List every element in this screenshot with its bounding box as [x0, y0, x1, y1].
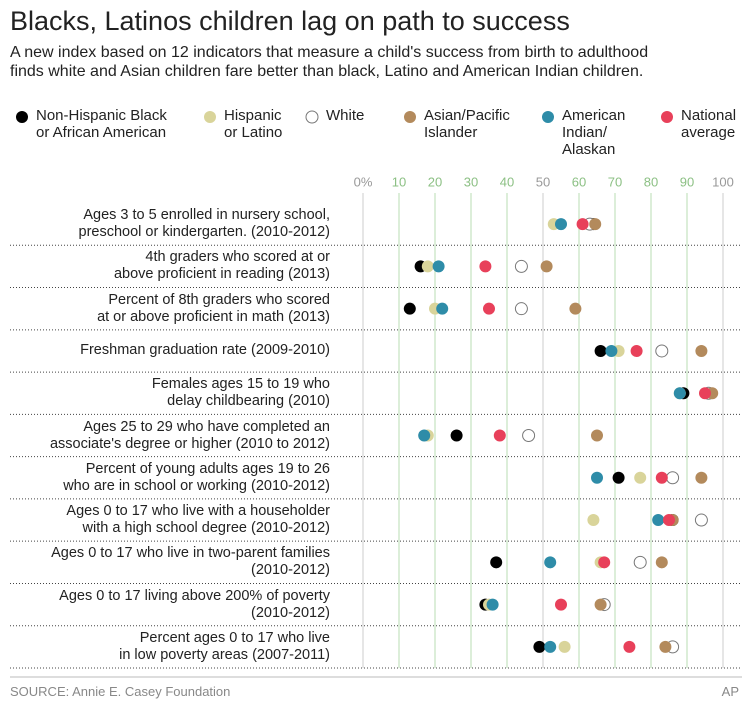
- x-tick-label: 0%: [354, 174, 373, 189]
- dot: [633, 555, 647, 569]
- dot: [418, 429, 431, 442]
- dot: [514, 302, 528, 316]
- x-tick-label: 70: [608, 174, 622, 189]
- dot: [655, 471, 668, 484]
- x-tick-label: 50: [536, 174, 550, 189]
- dot: [623, 640, 636, 653]
- dot: [587, 514, 600, 527]
- category-label: Females ages 15 to 19 who delay childbea…: [151, 376, 330, 410]
- dot: [403, 302, 416, 315]
- dot: [514, 259, 528, 273]
- dot: [522, 429, 536, 442]
- legend-marker: [404, 111, 416, 123]
- dot: [558, 640, 571, 653]
- dot: [591, 429, 603, 442]
- dot: [540, 260, 553, 273]
- dot: [630, 344, 643, 357]
- dot: [695, 344, 708, 357]
- dot: [544, 640, 557, 653]
- dot: [594, 344, 607, 357]
- x-tick-label: 10: [392, 174, 406, 189]
- dot: [450, 429, 463, 442]
- dot: [655, 556, 668, 569]
- x-tick-label: 100: [712, 174, 734, 189]
- legend-label: Non-Hispanic Black or African American: [36, 107, 167, 141]
- category-label: Percent ages 0 to 17 who live in low pov…: [119, 629, 330, 663]
- dot: [591, 471, 603, 484]
- dot: [421, 260, 434, 273]
- category-label: Ages 3 to 5 enrolled in nursery school, …: [78, 207, 330, 241]
- dot: [569, 302, 582, 315]
- legend-marker: [305, 110, 319, 124]
- dot: [479, 260, 492, 273]
- legend-label: Hispanic or Latino: [224, 107, 283, 141]
- dot: [663, 514, 675, 527]
- dot: [589, 218, 602, 231]
- dot: [594, 598, 607, 611]
- category-label: Ages 0 to 17 who live in two-parent fami…: [51, 545, 330, 579]
- subtitle: A new index based on 12 indicators that …: [10, 44, 649, 80]
- legend-marker: [661, 111, 673, 123]
- dot: [666, 471, 680, 485]
- dot: [555, 598, 567, 611]
- legend-label: National average: [681, 107, 737, 141]
- legend-marker: [16, 111, 28, 123]
- dot: [483, 302, 495, 315]
- category-label: Percent of young adults ages 19 to 26 wh…: [63, 460, 330, 494]
- dot: [612, 471, 625, 484]
- category-label: Ages 0 to 17 living above 200% of povert…: [59, 587, 330, 621]
- x-tick-label: 40: [500, 174, 514, 189]
- category-label: 4th graders who scored at or above profi…: [113, 249, 330, 283]
- dot: [486, 598, 499, 611]
- legend-marker: [204, 111, 216, 123]
- dot: [493, 429, 506, 442]
- dot: [659, 640, 672, 653]
- dot: [436, 302, 449, 315]
- dot: [652, 514, 665, 527]
- x-tick-label: 90: [680, 174, 694, 189]
- credit: AP: [721, 684, 739, 699]
- x-tick-label: 60: [572, 174, 586, 189]
- x-tick-label: 30: [464, 174, 478, 189]
- dot: [555, 218, 567, 231]
- dot: [490, 556, 503, 569]
- dot: [695, 471, 708, 484]
- dot: [605, 344, 618, 357]
- category-label: Ages 25 to 29 who have completed an asso…: [49, 418, 330, 452]
- category-label: Percent of 8th graders who scored at or …: [97, 291, 330, 325]
- x-tick-label: 20: [428, 174, 442, 189]
- category-label: Freshman graduation rate (2009-2010): [80, 342, 330, 359]
- dot: [432, 260, 445, 273]
- dot: [533, 640, 546, 653]
- source: SOURCE: Annie E. Casey Foundation: [10, 684, 231, 699]
- dot: [634, 471, 647, 484]
- legend-label: Asian/Pacific Islander: [424, 107, 510, 141]
- dot: [699, 387, 711, 400]
- dot: [576, 218, 589, 231]
- chart-title: Blacks, Latinos children lag on path to …: [10, 6, 570, 36]
- legend-label: American Indian/ Alaskan: [562, 107, 626, 158]
- category-label: Ages 0 to 17 who live with a householder…: [66, 503, 330, 537]
- dot: [544, 556, 557, 569]
- legend-label: White: [326, 107, 365, 124]
- dot: [694, 513, 708, 527]
- x-tick-label: 80: [644, 174, 658, 189]
- dot: [655, 344, 669, 358]
- dot: [598, 556, 611, 569]
- legend-marker: [542, 111, 554, 123]
- dot: [673, 387, 686, 400]
